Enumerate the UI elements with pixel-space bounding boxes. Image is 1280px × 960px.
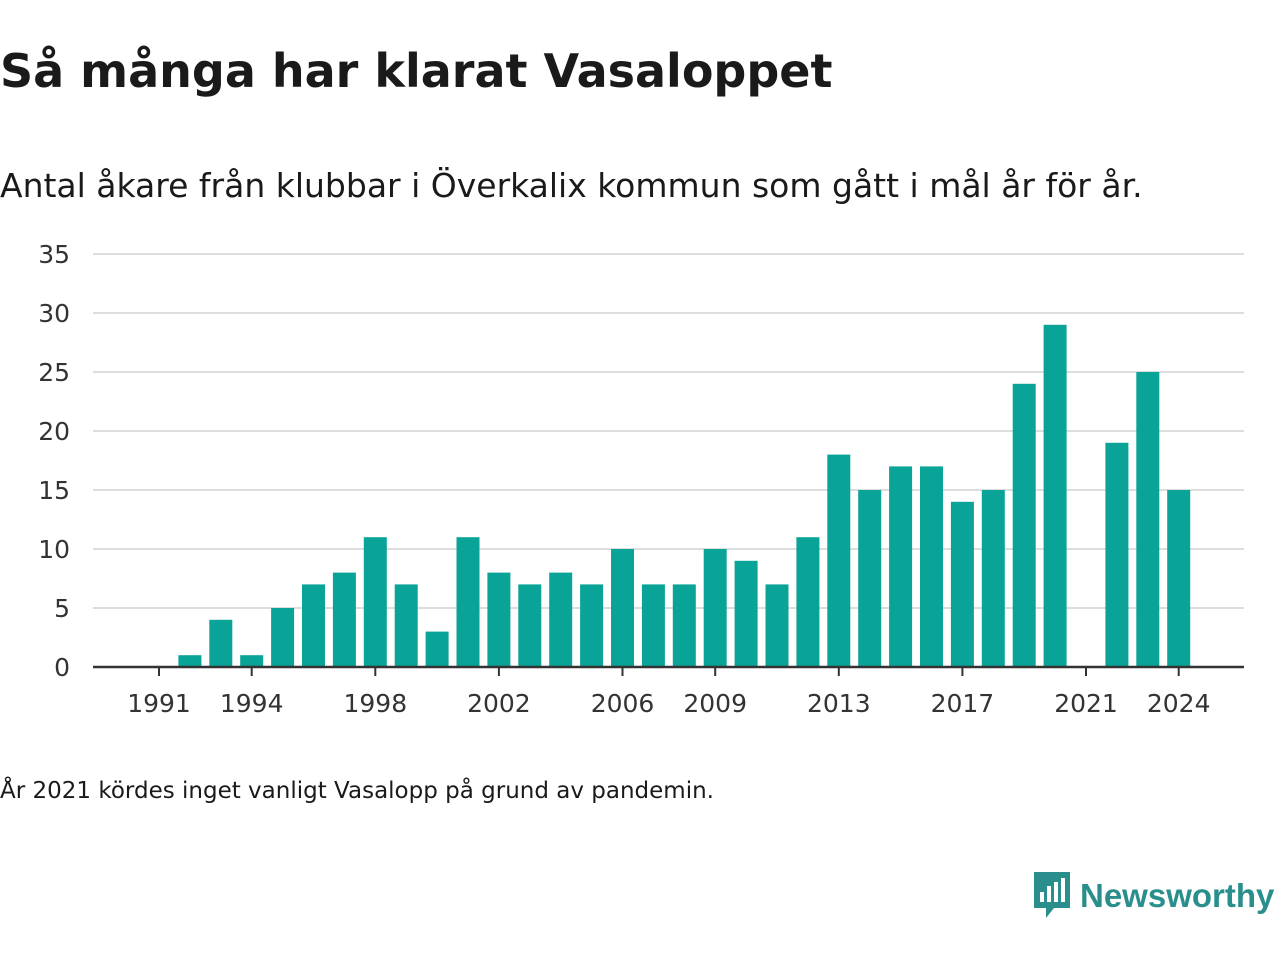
bar-2013 bbox=[827, 454, 851, 667]
bar-2010 bbox=[734, 560, 758, 667]
bar-1994 bbox=[240, 655, 264, 667]
bars bbox=[178, 324, 1191, 667]
bar-1997 bbox=[332, 572, 356, 667]
bar-1998 bbox=[363, 537, 387, 667]
bar-2018 bbox=[981, 490, 1005, 667]
bar-2019 bbox=[1012, 383, 1036, 667]
y-tick-label: 25 bbox=[38, 358, 70, 387]
bar-2022 bbox=[1105, 442, 1129, 667]
bar-2002 bbox=[487, 572, 511, 667]
newsworthy-logo-icon bbox=[1034, 872, 1070, 918]
y-tick-label: 15 bbox=[38, 476, 70, 505]
bar-2006 bbox=[611, 549, 634, 667]
bar-1995 bbox=[271, 608, 295, 667]
y-tick-label: 10 bbox=[38, 535, 70, 564]
x-tick-label: 2013 bbox=[807, 689, 871, 718]
footnote: År 2021 kördes inget vanligt Vasalopp på… bbox=[0, 778, 714, 804]
bar-1993 bbox=[209, 619, 233, 667]
bar-2011 bbox=[765, 584, 789, 667]
bar-2023 bbox=[1136, 372, 1160, 667]
bar-2020 bbox=[1043, 324, 1067, 667]
x-axis-ticks: 1991 1994 1998 2002 2006 2009 2013 2017 2021 2024 bbox=[127, 667, 1211, 718]
y-axis-ticks: 0 5 10 15 20 25 30 35 bbox=[38, 240, 70, 682]
bar-2014 bbox=[858, 490, 882, 667]
bar-2024 bbox=[1167, 490, 1191, 667]
bar-2004 bbox=[549, 572, 573, 667]
bar-2007 bbox=[641, 584, 665, 667]
x-tick-label: 2017 bbox=[931, 689, 995, 718]
bar-2012 bbox=[796, 537, 820, 667]
bar-2001 bbox=[456, 537, 480, 667]
bar-2015 bbox=[889, 466, 913, 667]
chart-title: Så många har klarat Vasaloppet bbox=[0, 44, 833, 98]
grid-lines bbox=[93, 253, 1244, 609]
x-tick-label: 2009 bbox=[683, 689, 747, 718]
y-tick-label: 5 bbox=[54, 594, 70, 623]
bar-2003 bbox=[518, 584, 542, 667]
bar-2008 bbox=[672, 584, 696, 667]
x-tick-label: 2006 bbox=[591, 689, 655, 718]
bar-2005 bbox=[580, 584, 604, 667]
bar-2000 bbox=[425, 631, 449, 667]
bar-2017 bbox=[950, 501, 974, 667]
chart-subtitle: Antal åkare från klubbar i Överkalix kom… bbox=[0, 166, 1143, 205]
brand-name: Newsworthy bbox=[1080, 877, 1275, 914]
bar-2016 bbox=[920, 466, 943, 667]
bar-1999 bbox=[394, 584, 418, 667]
x-tick-label: 1998 bbox=[343, 689, 407, 718]
y-tick-label: 30 bbox=[38, 299, 70, 328]
x-tick-label: 2002 bbox=[467, 689, 531, 718]
x-tick-label: 2021 bbox=[1054, 689, 1118, 718]
newsworthy-logo: Newsworthy bbox=[1032, 870, 1280, 922]
x-tick-label: 2024 bbox=[1147, 689, 1211, 718]
bar-1996 bbox=[302, 584, 325, 667]
x-tick-label: 1994 bbox=[220, 689, 284, 718]
x-tick-label: 1991 bbox=[127, 689, 191, 718]
bar-2009 bbox=[703, 549, 727, 667]
bar-chart: 0 5 10 15 20 25 30 35 1991 1994 1998 2002 2006 2009 2… bbox=[38, 240, 1244, 718]
y-tick-label: 0 bbox=[54, 653, 70, 682]
y-tick-label: 20 bbox=[38, 417, 70, 446]
bar-1992 bbox=[178, 655, 202, 667]
y-tick-label: 35 bbox=[38, 240, 70, 269]
